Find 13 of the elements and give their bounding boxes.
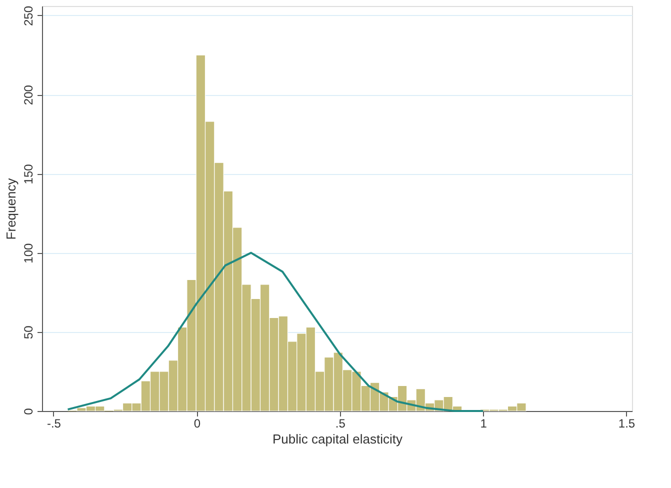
y-tick-label: 0 [22,408,36,415]
y-tick-label: 100 [22,242,36,264]
y-tick-label: 200 [22,84,36,106]
x-tick-label: 1.5 [618,416,636,430]
x-tick-label: -.5 [46,416,62,430]
y-axis-title: Frequency [4,178,18,240]
x-tick-label: .5 [335,416,346,430]
y-tick-label: 50 [22,325,36,340]
x-tick-label: 1 [480,416,488,430]
y-tick-label: 150 [22,164,36,184]
x-axis-title: Public capital elasticity [272,432,404,446]
y-tick-label: 250 [22,6,36,26]
x-tick-label: 0 [194,416,201,430]
